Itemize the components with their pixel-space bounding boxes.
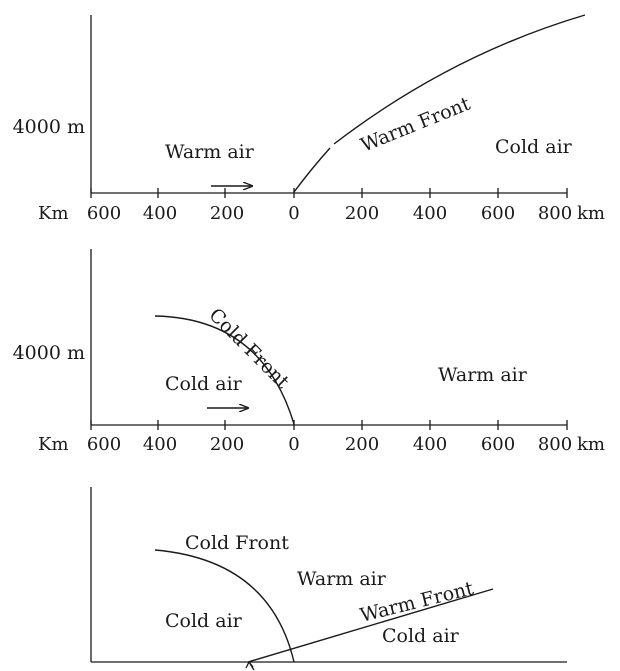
cold-front-label: Cold Front bbox=[185, 532, 289, 554]
x-unit-left: Km bbox=[38, 434, 69, 455]
cold-air-label: Cold air bbox=[165, 373, 243, 395]
cold-air-label: Cold air bbox=[495, 136, 573, 158]
warm-air-label: Warm air bbox=[297, 568, 387, 590]
x-tick-label: 600 bbox=[87, 434, 121, 455]
x-tick-label: 0 bbox=[288, 203, 299, 224]
x-axis-ticks bbox=[90, 188, 568, 198]
x-tick-label: 200 bbox=[345, 203, 379, 224]
x-tick-label: 600 bbox=[481, 434, 515, 455]
x-tick-label: 400 bbox=[413, 203, 447, 224]
warm-air-label: Warm air bbox=[165, 141, 255, 163]
x-tick-label: 400 bbox=[143, 203, 177, 224]
occlusion-pointer-arrowhead bbox=[245, 660, 254, 669]
x-tick-label: 800 bbox=[538, 434, 572, 455]
panel-cold-front: 4000 m Km 600 400 200 0 200 400 600 800 … bbox=[13, 249, 605, 455]
warm-front-line bbox=[247, 588, 494, 663]
cold-front-line bbox=[154, 549, 295, 663]
warm-front-label: Warm Front bbox=[358, 93, 474, 157]
y-axis-label: 4000 m bbox=[13, 116, 85, 138]
x-tick-label: 200 bbox=[210, 203, 244, 224]
x-tick-label: 600 bbox=[481, 203, 515, 224]
x-unit-right: km bbox=[577, 203, 605, 224]
x-tick-label: 0 bbox=[288, 434, 299, 455]
x-unit-left: Km bbox=[38, 203, 69, 224]
cold-air-left-label: Cold air bbox=[165, 610, 243, 632]
x-tick-label: 400 bbox=[143, 434, 177, 455]
y-axis-label: 4000 m bbox=[13, 342, 85, 364]
warm-front-line bbox=[333, 14, 586, 145]
cold-air-right-label: Cold air bbox=[382, 625, 460, 647]
x-unit-right: km bbox=[577, 434, 605, 455]
warm-front-line bbox=[293, 147, 331, 193]
x-tick-label: 200 bbox=[345, 434, 379, 455]
panel-occluded-front: Cold Front Warm Front Warm air Cold air … bbox=[90, 487, 567, 671]
x-tick-label: 200 bbox=[210, 434, 244, 455]
panel-warm-front: 4000 m Km 600 400 200 0 200 400 600 800 … bbox=[13, 14, 605, 224]
cold-front-line bbox=[154, 315, 295, 425]
x-tick-label: 800 bbox=[538, 203, 572, 224]
warm-air-label: Warm air bbox=[438, 364, 528, 386]
x-tick-label: 400 bbox=[413, 434, 447, 455]
x-tick-label: 600 bbox=[87, 203, 121, 224]
